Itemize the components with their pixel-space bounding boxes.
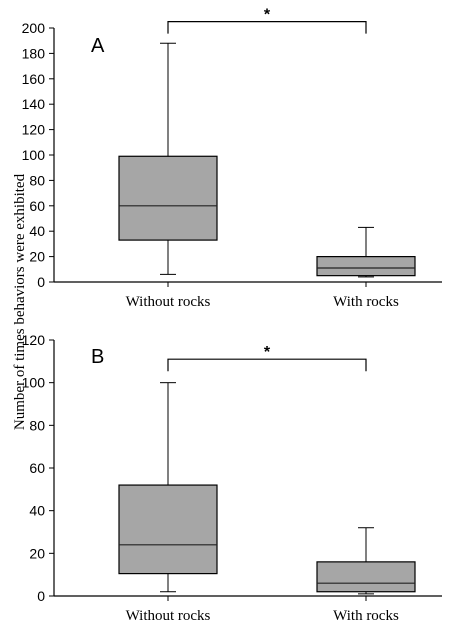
y-tick-label: 160 [22,71,46,87]
y-tick-label: 200 [22,20,46,36]
y-tick-label: 20 [29,249,45,265]
iqr-box [316,561,416,593]
box-with-rocks [316,226,416,278]
x-tick-label: Without rocks [126,608,211,621]
y-tick-label: 140 [22,96,46,112]
y-tick-label: 80 [29,172,45,188]
y-tick-label: 100 [22,147,46,163]
y-tick-label: 40 [29,223,45,239]
y-tick-label: 120 [22,122,46,138]
panel-b: 0 20 40 60 80 100 120 Without rocks With rocks B * [22,332,442,621]
significance-bracket [167,358,367,372]
y-tick-label: 80 [29,417,45,433]
iqr-box [118,484,218,575]
y-axis-title: Number of times behaviors were exhibited [12,173,28,430]
significance-marker: * [264,344,271,361]
y-tick-label: 0 [37,588,45,604]
x-tick-label: Without rocks [126,294,211,310]
y-tick-label: 60 [29,460,45,476]
panel-label: A [91,35,105,57]
box-without-rocks [118,42,218,275]
box-without-rocks [118,382,218,593]
y-tick-label: 60 [29,198,45,214]
y-tick-label: 100 [22,375,46,391]
y-tick-label: 20 [29,545,45,561]
x-tick-label: With rocks [333,294,399,310]
iqr-box [118,155,218,241]
y-tick-label: 0 [37,274,45,290]
y-tick-label: 120 [22,332,46,348]
iqr-box [316,256,416,277]
significance-marker: * [264,7,271,24]
box-with-rocks [316,527,416,595]
y-tick-label: 180 [22,45,46,61]
panel-label: B [91,346,104,368]
significance-bracket [167,21,367,34]
y-tick-label: 40 [29,503,45,519]
x-tick-label: With rocks [333,608,399,621]
panel-a: 0 20 40 60 80 100 120 140 160 180 200 Without rocks… [22,7,442,310]
